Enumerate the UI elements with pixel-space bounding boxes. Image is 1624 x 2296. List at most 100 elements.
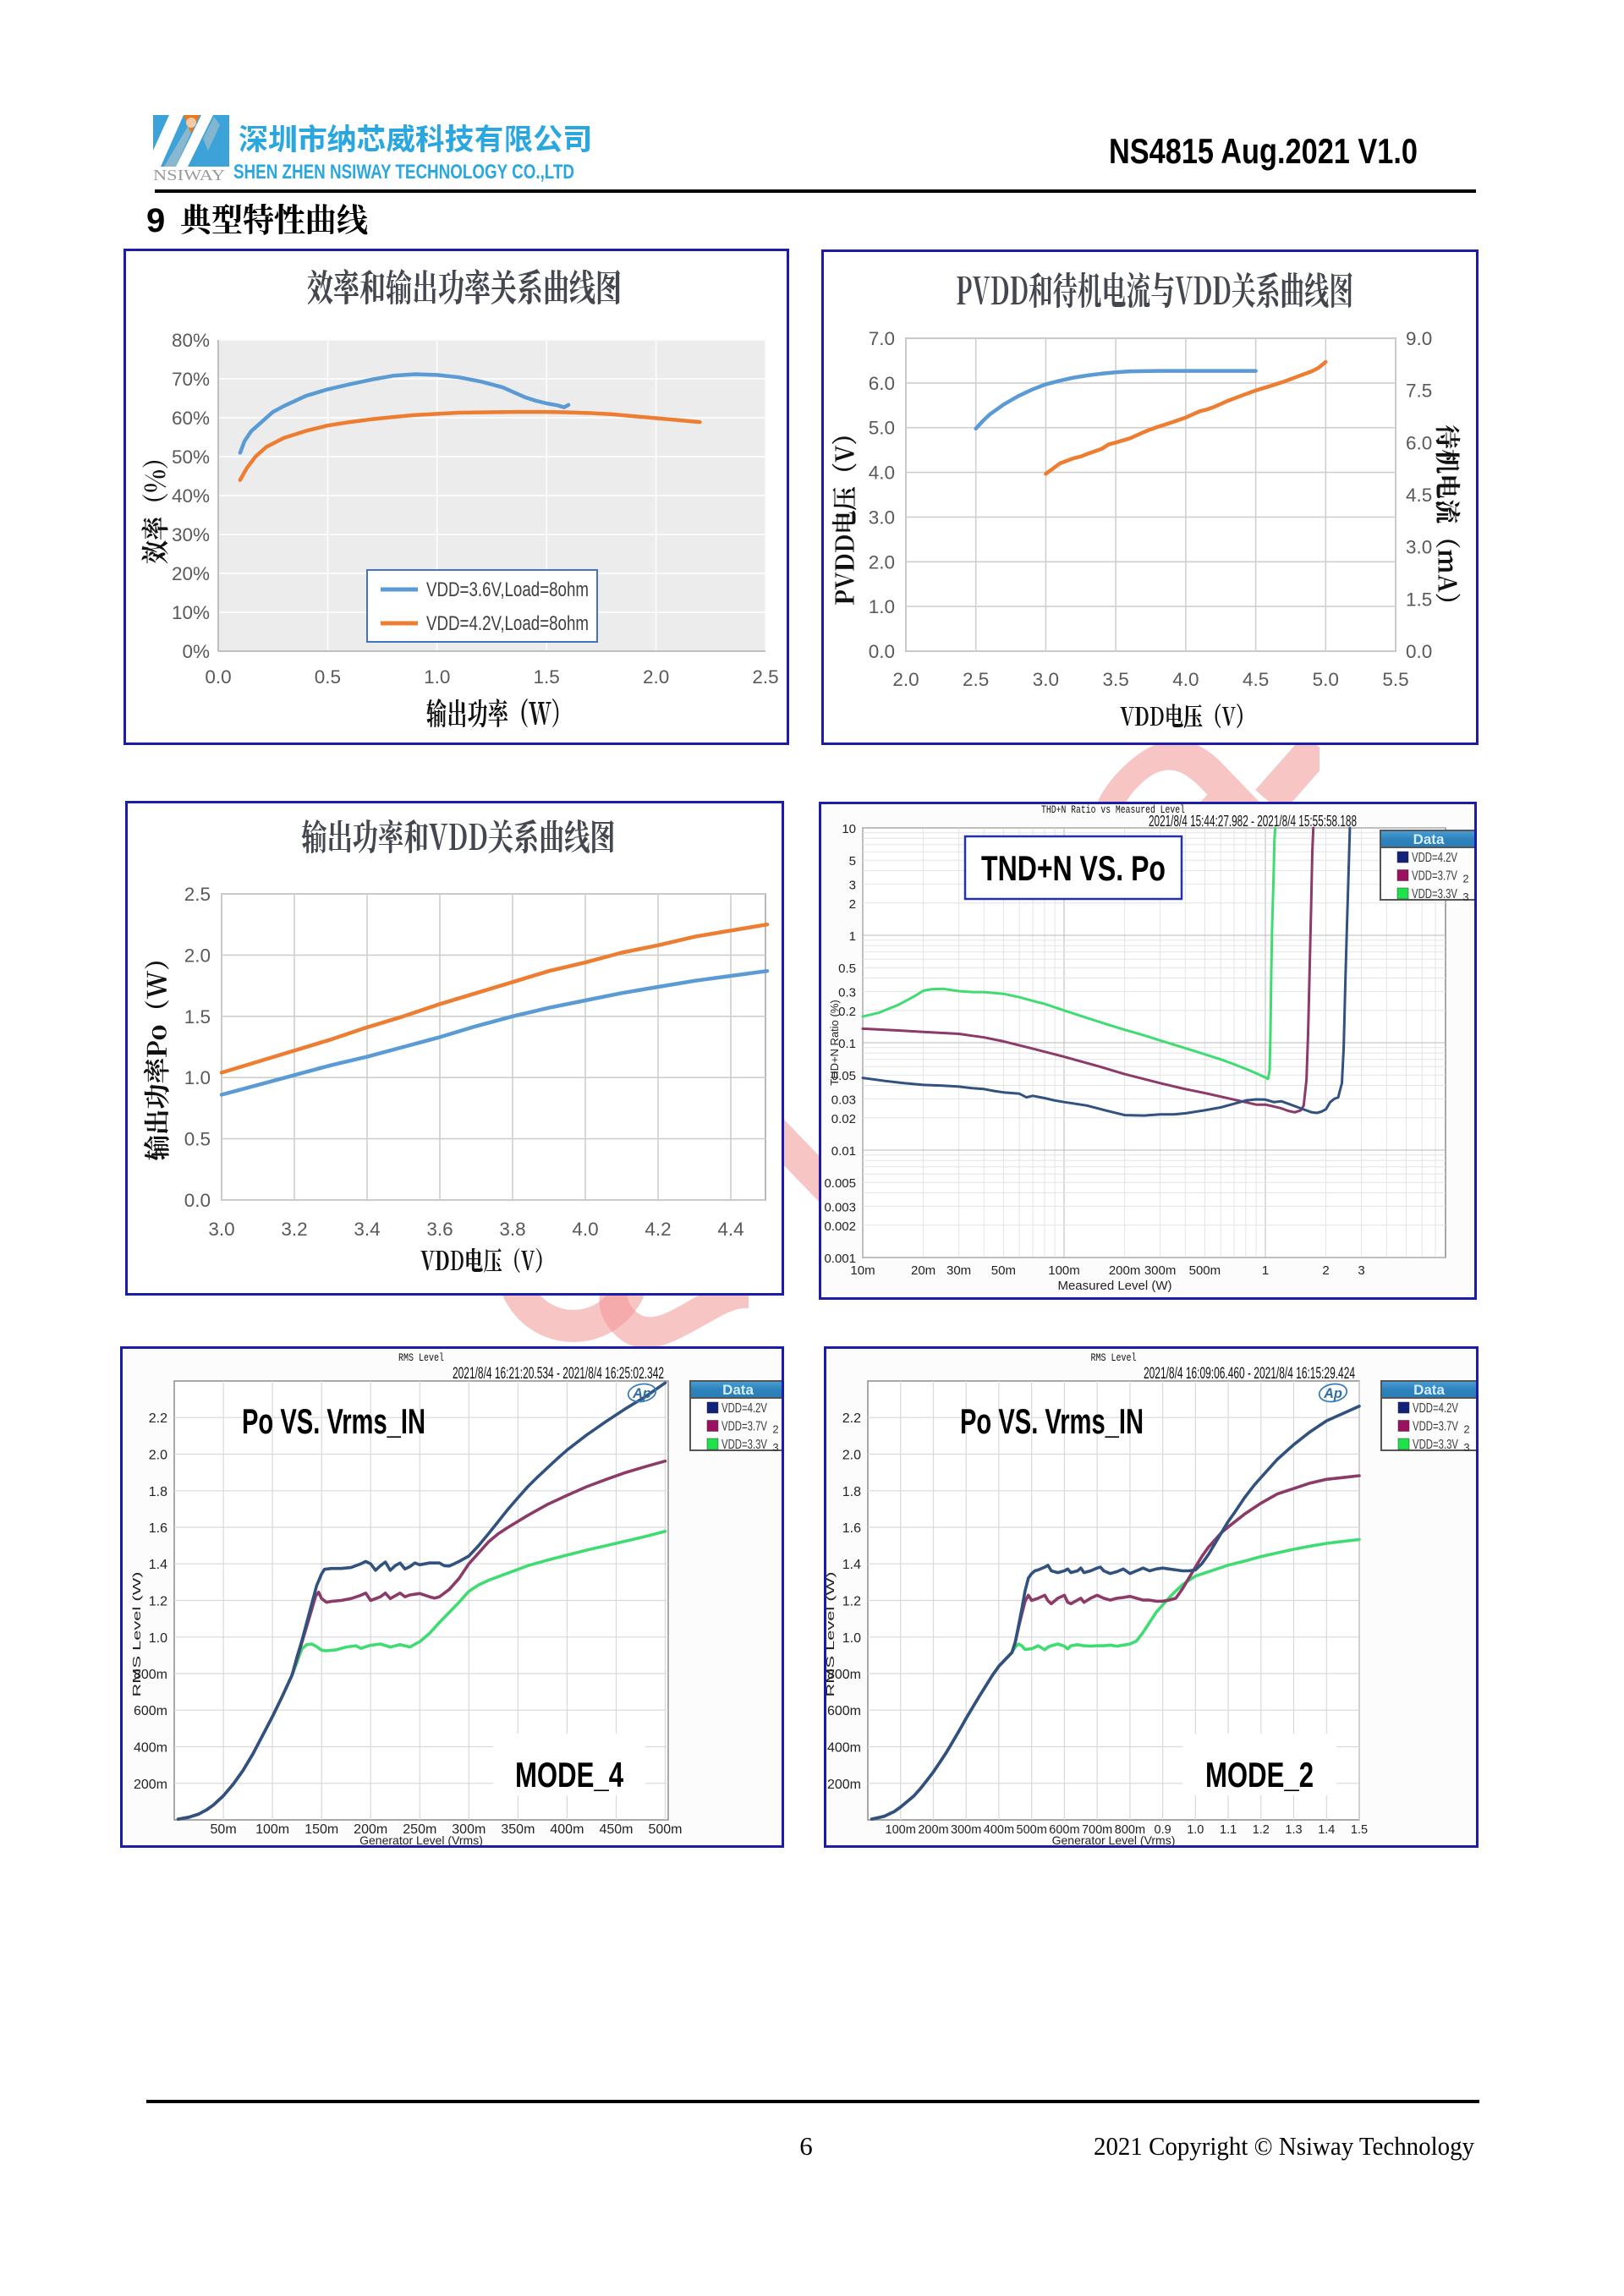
svg-text:2: 2 <box>1322 1263 1329 1278</box>
svg-text:250m: 250m <box>403 1822 436 1837</box>
svg-text:150m: 150m <box>304 1822 338 1837</box>
svg-text:NSIWAY: NSIWAY <box>153 167 225 184</box>
svg-text:2.0: 2.0 <box>184 945 211 966</box>
svg-text:1.1: 1.1 <box>1220 1823 1237 1837</box>
svg-text:80%: 80% <box>172 330 210 351</box>
svg-text:0.9: 0.9 <box>1155 1823 1171 1837</box>
svg-text:7.5: 7.5 <box>1406 381 1432 402</box>
svg-text:MODE_2: MODE_2 <box>1205 1755 1314 1795</box>
svg-text:4.2: 4.2 <box>645 1219 671 1240</box>
svg-text:100m: 100m <box>1048 1263 1080 1278</box>
svg-text:50m: 50m <box>991 1263 1016 1278</box>
svg-text:Data: Data <box>1413 831 1445 847</box>
svg-text:2.0: 2.0 <box>842 1449 861 1463</box>
svg-text:0.1: 0.1 <box>838 1037 856 1051</box>
svg-text:300m: 300m <box>951 1823 981 1837</box>
svg-text:500m: 500m <box>1017 1823 1047 1837</box>
svg-text:0.0: 0.0 <box>1406 641 1432 662</box>
svg-text:Data: Data <box>722 1382 754 1398</box>
svg-text:4.4: 4.4 <box>717 1219 743 1240</box>
svg-text:1.4: 1.4 <box>149 1558 167 1572</box>
svg-text:7.0: 7.0 <box>869 328 895 349</box>
svg-text:0.3: 0.3 <box>838 985 856 1000</box>
svg-text:200m: 200m <box>354 1822 387 1837</box>
svg-text:300m: 300m <box>1144 1263 1177 1278</box>
svg-text:400m: 400m <box>134 1741 167 1756</box>
svg-text:0.5: 0.5 <box>315 666 341 688</box>
svg-text:1.0: 1.0 <box>869 596 895 617</box>
svg-text:100m: 100m <box>886 1823 916 1837</box>
svg-text:VDD=4.2V: VDD=4.2V <box>1412 851 1457 865</box>
svg-text:800m: 800m <box>827 1668 861 1682</box>
svg-text:3.0: 3.0 <box>208 1219 234 1240</box>
svg-text:VDD=4.2V: VDD=4.2V <box>1413 1401 1458 1416</box>
svg-text:3.0: 3.0 <box>869 507 895 528</box>
svg-text:9: 9 <box>146 202 165 239</box>
svg-text:Po VS. Vrms_IN: Po VS. Vrms_IN <box>242 1401 425 1441</box>
svg-text:10m: 10m <box>850 1263 875 1278</box>
svg-text:TND+N VS. Po: TND+N VS. Po <box>981 848 1166 888</box>
svg-text:200m: 200m <box>918 1823 948 1837</box>
svg-text:1.5: 1.5 <box>1351 1823 1368 1837</box>
svg-text:THD+N Ratio (%): THD+N Ratio (%) <box>828 1000 841 1086</box>
svg-text:20m: 20m <box>911 1263 935 1278</box>
svg-text:200m: 200m <box>827 1778 861 1792</box>
svg-text:60%: 60% <box>172 408 210 429</box>
svg-text:3.0: 3.0 <box>1406 537 1432 558</box>
svg-text:2: 2 <box>772 1423 778 1436</box>
svg-text:600m: 600m <box>1049 1823 1079 1837</box>
svg-text:0.01: 0.01 <box>831 1144 856 1159</box>
svg-text:1: 1 <box>849 929 856 944</box>
svg-text:6.0: 6.0 <box>869 373 895 394</box>
svg-text:10: 10 <box>842 822 856 836</box>
svg-text:2.0: 2.0 <box>149 1449 167 1463</box>
svg-text:20%: 20% <box>172 563 210 584</box>
svg-text:5: 5 <box>849 854 856 869</box>
svg-text:0.002: 0.002 <box>824 1219 856 1234</box>
svg-text:RMS Level (W): RMS Level (W) <box>130 1572 143 1697</box>
svg-text:0.05: 0.05 <box>831 1069 856 1083</box>
svg-text:Generator Level (Vrms): Generator Level (Vrms) <box>359 1833 483 1845</box>
svg-text:2021/8/4 15:44:27.982 - 2021/8: 2021/8/4 15:44:27.982 - 2021/8/4 15:55:5… <box>1149 813 1357 830</box>
svg-text:2021/8/4 16:21:20.534 - 2021/8: 2021/8/4 16:21:20.534 - 2021/8/4 16:25:0… <box>453 1365 664 1383</box>
svg-text:3: 3 <box>1463 1441 1469 1454</box>
svg-text:VDD=3.6V,Load=8ohm: VDD=3.6V,Load=8ohm <box>426 578 589 601</box>
svg-text:THD+N Ratio vs Measured Level: THD+N Ratio vs Measured Level <box>1041 804 1185 816</box>
svg-text:700m: 700m <box>1082 1823 1112 1837</box>
svg-text:2021 Copyright © Nsiway Techno: 2021 Copyright © Nsiway Technology <box>1094 2131 1474 2161</box>
svg-text:1.0: 1.0 <box>184 1067 211 1088</box>
svg-text:400m: 400m <box>827 1741 861 1756</box>
svg-text:0.02: 0.02 <box>831 1112 856 1126</box>
svg-text:6: 6 <box>799 2131 813 2161</box>
svg-text:3.4: 3.4 <box>354 1219 380 1240</box>
svg-text:2.5: 2.5 <box>963 669 989 690</box>
svg-text:100m: 100m <box>255 1822 289 1837</box>
svg-text:1.5: 1.5 <box>184 1006 211 1027</box>
svg-text:Measured Level (W): Measured Level (W) <box>1057 1279 1171 1293</box>
svg-text:Ap: Ap <box>1323 1386 1342 1401</box>
svg-text:0.03: 0.03 <box>831 1093 856 1107</box>
svg-text:3.5: 3.5 <box>1102 669 1128 690</box>
svg-text:800m: 800m <box>1115 1823 1145 1837</box>
svg-text:9.0: 9.0 <box>1406 328 1432 349</box>
svg-text:50m: 50m <box>211 1822 237 1837</box>
svg-text:NS4815 Aug.2021 V1.0: NS4815 Aug.2021 V1.0 <box>1109 131 1418 171</box>
svg-text:5.0: 5.0 <box>869 418 895 439</box>
svg-text:2.2: 2.2 <box>842 1411 861 1426</box>
svg-text:Po VS. Vrms_IN: Po VS. Vrms_IN <box>960 1401 1144 1441</box>
svg-text:2: 2 <box>849 897 856 912</box>
svg-text:VDD=3.7V: VDD=3.7V <box>1413 1420 1458 1434</box>
svg-text:800m: 800m <box>134 1668 167 1682</box>
svg-text:400m: 400m <box>984 1823 1014 1837</box>
svg-text:50%: 50% <box>172 447 210 468</box>
svg-text:2.5: 2.5 <box>752 666 778 688</box>
svg-text:Ap: Ap <box>632 1386 651 1401</box>
svg-text:0%: 0% <box>182 641 210 662</box>
svg-text:6.0: 6.0 <box>1406 432 1432 453</box>
svg-text:0.0: 0.0 <box>205 666 231 688</box>
svg-text:10%: 10% <box>172 602 210 623</box>
svg-text:1.4: 1.4 <box>1318 1823 1335 1837</box>
svg-text:3: 3 <box>849 878 856 892</box>
svg-text:1.8: 1.8 <box>842 1485 861 1499</box>
svg-text:300m: 300m <box>452 1822 486 1837</box>
